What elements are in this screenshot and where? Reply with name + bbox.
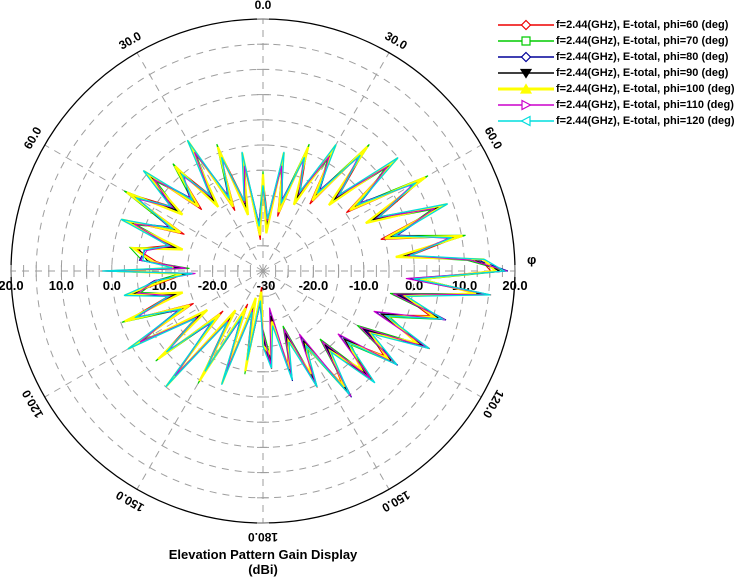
legend-item-3: f=2.44(GHz), E-total, phi=80 (deg) <box>497 49 734 65</box>
legend-swatch-diamond-open-icon <box>498 19 554 31</box>
series-trace-7 <box>102 139 507 395</box>
legend-label: f=2.44(GHz), E-total, phi=120 (deg) <box>556 115 735 127</box>
legend-label: f=2.44(GHz), E-total, phi=70 (deg) <box>556 35 729 47</box>
legend-item-2: f=2.44(GHz), E-total, phi=70 (deg) <box>497 33 734 49</box>
radial-gain-label: -30 <box>257 278 276 293</box>
grid-spoke <box>44 144 264 272</box>
legend-label: f=2.44(GHz), E-total, phi=80 (deg) <box>556 51 729 63</box>
legend-swatch-triangle-down-filled-icon <box>498 68 554 79</box>
chart-title-block: Elevation Pattern Gain Display (dBi) <box>38 547 488 577</box>
radial-gain-label: 10.0 <box>49 278 74 293</box>
legend-label: f=2.44(GHz), E-total, phi=100 (deg) <box>556 83 735 95</box>
radial-gain-label: -20.0 <box>198 278 228 293</box>
chart-units-label: (dBi) <box>248 562 278 577</box>
chart-title: Elevation Pattern Gain Display <box>168 547 358 562</box>
phi-axis-label: φ <box>527 252 536 267</box>
grid-spoke <box>262 52 390 272</box>
grid-spoke <box>262 144 482 272</box>
radial-gain-label: 20.0 <box>502 278 527 293</box>
series-trace-5 <box>116 140 498 388</box>
legend-swatch-triangle-left-open-icon <box>498 115 554 127</box>
radial-gain-label: 0.0 <box>405 278 423 293</box>
legend-swatch-triangle-right-open-icon <box>498 99 554 111</box>
radial-gain-label: 20.0 <box>0 278 24 293</box>
legend-item-6: f=2.44(GHz), E-total, phi=110 (deg) <box>497 97 734 113</box>
radial-gain-label: -10.0 <box>349 278 379 293</box>
grid-spoke <box>136 270 264 490</box>
radial-gain-label: 0.0 <box>103 278 121 293</box>
legend-swatch-diamond-open-icon <box>498 51 554 63</box>
angle-label: 30.0 <box>382 29 410 53</box>
angle-label: 30.0 <box>116 29 144 53</box>
angle-label: 180.0 <box>248 530 278 544</box>
grid-spoke <box>44 270 264 398</box>
angle-label: 60.0 <box>21 124 45 152</box>
legend-item-5: f=2.44(GHz), E-total, phi=100 (deg) <box>497 81 734 97</box>
legend-item-4: f=2.44(GHz), E-total, phi=90 (deg) <box>497 65 734 81</box>
legend-swatch-square-open-icon <box>498 36 554 46</box>
legend-swatch-triangle-up-filled-icon <box>498 83 554 94</box>
legend-label: f=2.44(GHz), E-total, phi=110 (deg) <box>556 99 734 111</box>
legend-item-1: f=2.44(GHz), E-total, phi=60 (deg) <box>497 17 734 33</box>
grid-spoke <box>262 270 390 490</box>
legend-label: f=2.44(GHz), E-total, phi=90 (deg) <box>556 67 729 79</box>
legend-item-7: f=2.44(GHz), E-total, phi=120 (deg) <box>497 113 734 129</box>
grid-spoke <box>262 270 482 398</box>
radial-gain-label: -20.0 <box>299 278 329 293</box>
legend-label: f=2.44(GHz), E-total, phi=60 (deg) <box>556 19 729 31</box>
grid-spoke <box>136 52 264 272</box>
angle-label: 0.0 <box>255 0 272 12</box>
chart-legend: f=2.44(GHz), E-total, phi=60 (deg) f=2.44… <box>497 17 734 129</box>
